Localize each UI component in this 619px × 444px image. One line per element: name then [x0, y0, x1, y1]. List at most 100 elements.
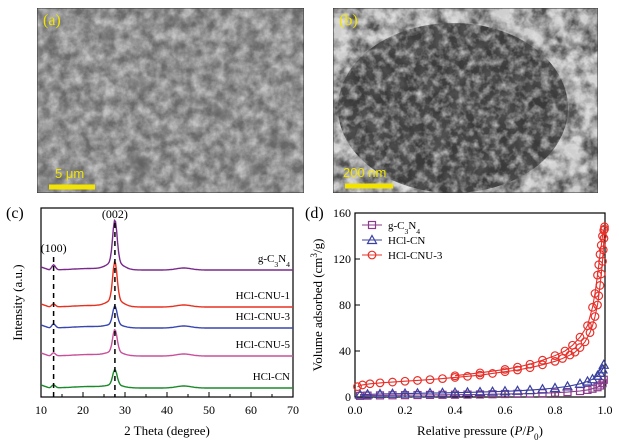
panel-label-d: (d): [305, 205, 324, 222]
y-axis-label: Volume adsorbed (cm3/g): [309, 239, 325, 372]
x-tick-label: 30: [119, 403, 131, 417]
peak-label-100: (100): [41, 241, 67, 255]
xrd-series-line: [40, 368, 293, 389]
circle-marker: [513, 362, 522, 372]
circle-marker: [600, 222, 609, 232]
circle-marker: [588, 321, 597, 331]
circle-marker: [599, 225, 609, 235]
scale-bar-text-a: 5 μm: [55, 166, 85, 181]
circle-marker: [593, 300, 602, 310]
y-tick-label: 0: [345, 390, 351, 404]
xrd-series-line: [40, 219, 293, 271]
square-marker: [583, 385, 592, 394]
series-label: HCl-CNU-3: [236, 311, 291, 323]
legend-label: g-C3N4: [388, 220, 420, 236]
triangle-marker: [549, 382, 561, 393]
triangle-marker: [486, 385, 499, 396]
triangle-marker: [436, 387, 449, 397]
triangle-marker: [374, 388, 386, 399]
x-tick-label: 0.2: [398, 403, 413, 417]
triangle-marker: [574, 378, 586, 388]
triangle-marker: [411, 387, 424, 398]
circle-marker: [590, 289, 600, 298]
triangle-marker: [591, 370, 604, 380]
circle-marker: [550, 356, 560, 366]
tem-image-panel-b: (b) 200 nm: [333, 8, 598, 193]
triangle-marker: [424, 387, 436, 398]
x-tick-label: 0.6: [498, 403, 513, 417]
x-axis-label: Relative pressure (P/P0): [417, 423, 543, 442]
circle-marker: [450, 371, 460, 381]
triangle-marker: [386, 388, 399, 398]
x-tick-label: 40: [161, 403, 173, 417]
circle-marker: [425, 375, 435, 385]
y-axis-label: Intensity (a.u.): [10, 264, 25, 340]
triangle-marker: [581, 375, 594, 386]
triangle-marker: [536, 383, 549, 394]
triangle-marker: [499, 385, 511, 396]
circle-marker: [593, 270, 602, 280]
y-tick-label: 40: [339, 344, 351, 358]
circle-marker: [550, 351, 560, 361]
circle-marker: [463, 371, 472, 381]
legend-label: HCl-CN: [388, 235, 425, 247]
y-tick-label: 80: [339, 298, 351, 312]
triangle-marker: [354, 388, 366, 399]
panel-label-a: (a): [43, 12, 61, 29]
triangle-marker: [361, 388, 374, 399]
panel-label-b: (b): [339, 12, 358, 29]
peak-label-002: (002): [102, 207, 128, 221]
circle-marker: [353, 382, 362, 392]
x-tick-label: 60: [245, 403, 257, 417]
y-tick-label: 120: [333, 252, 351, 266]
circle-marker: [575, 332, 585, 342]
circle-marker: [475, 368, 485, 378]
isotherm-line: [359, 379, 605, 397]
circle-marker: [367, 250, 377, 260]
xrd-chart: 10 20 30 40 50 60 70 2 Theta (degree) Intensity …: [10, 207, 299, 438]
x-tick-label: 0.4: [448, 403, 463, 417]
circle-marker: [538, 360, 547, 370]
circle-marker: [594, 260, 604, 270]
circle-marker: [438, 374, 447, 384]
triangle-marker: [399, 387, 411, 398]
triangle-marker: [598, 359, 610, 369]
xrd-series-line: [40, 260, 293, 308]
circle-marker: [598, 231, 607, 241]
circle-marker: [388, 377, 397, 387]
isotherm-chart: 0.0 0.2 0.4 0.6 0.8 1.0 0 40 80 120 160 Relative pr…: [309, 206, 613, 442]
x-tick-label: 0.8: [548, 403, 563, 417]
circle-marker: [590, 312, 600, 321]
circle-marker: [500, 364, 510, 374]
x-tick-label: 20: [77, 403, 89, 417]
triangle-marker: [511, 385, 524, 395]
series-label: HCl-CNU-5: [236, 339, 291, 351]
circle-marker: [568, 340, 577, 350]
y-tick-label: 160: [333, 206, 351, 220]
sem-image: [37, 8, 304, 193]
circle-marker: [513, 365, 522, 375]
triangle-marker: [449, 386, 461, 397]
triangle-marker: [366, 234, 378, 245]
series-label: g-C3N4: [258, 253, 290, 269]
triangle-marker: [461, 386, 474, 397]
series-label: HCl-CN: [253, 371, 290, 383]
circle-marker: [475, 370, 485, 380]
circle-marker: [558, 354, 567, 363]
isotherm-line: [454, 226, 606, 377]
xrd-series-line: [40, 305, 293, 329]
circle-marker: [595, 250, 605, 259]
series-label: HCl-CNU-1: [236, 290, 290, 302]
scale-bar-text-b: 200 nm: [343, 165, 387, 180]
circle-marker: [588, 302, 597, 312]
isotherm-line: [357, 229, 606, 388]
circle-marker: [400, 376, 410, 386]
circle-marker: [538, 355, 547, 365]
x-tick-label: 10: [35, 403, 47, 417]
square-marker: [367, 220, 377, 230]
square-marker: [563, 387, 572, 397]
circle-marker: [525, 359, 535, 369]
triangle-marker: [524, 384, 536, 395]
legend-label: HCl-CNU-3: [388, 250, 443, 262]
x-tick-label: 50: [203, 403, 215, 417]
